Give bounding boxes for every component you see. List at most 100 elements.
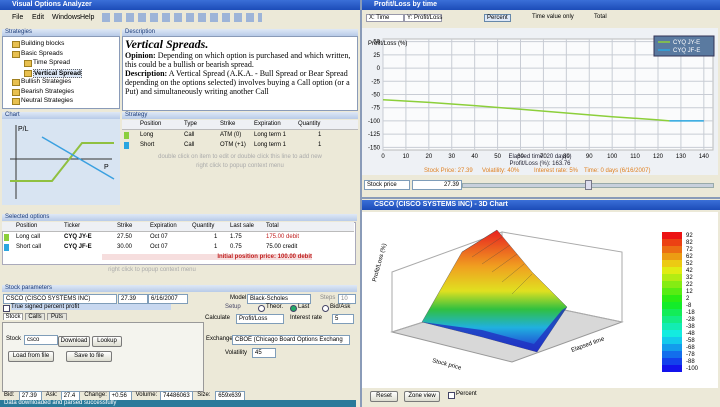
y-tick-label: 0	[377, 66, 381, 72]
button[interactable]: Save to file	[66, 351, 112, 362]
toolbar-button[interactable]: Time value only	[532, 14, 574, 20]
button[interactable]: Reset	[370, 391, 398, 402]
slider-thumb[interactable]	[585, 180, 592, 190]
tree-icon	[24, 69, 32, 77]
stock-parameters: CSCO (CISCO SYSTEMS INC) 27.39 6/16/2007 Mo…	[0, 292, 360, 407]
panel-header: Description	[122, 29, 358, 36]
tree-item[interactable]: Vertical Spread	[33, 68, 82, 78]
calculate[interactable]: Profit/Loss	[236, 314, 284, 324]
x-tick-label: 30	[448, 154, 455, 160]
ticker[interactable]: csco	[24, 335, 58, 345]
tree-icon	[12, 98, 20, 105]
button[interactable]: Zone view	[404, 391, 440, 402]
chart-controls: Reset Zone view Percent	[362, 389, 718, 403]
tab[interactable]: Stock	[3, 313, 23, 320]
quote-label: Change:	[84, 392, 107, 398]
column-header: Type	[184, 121, 198, 127]
chart-bg	[2, 119, 120, 205]
strategy-tree: Building blocks Basic Spreads Time Spread V…	[2, 36, 120, 109]
toolbar-icons[interactable]	[102, 13, 262, 22]
legend-label: CYQ JY-E	[673, 40, 700, 46]
column-header: Expiration	[254, 121, 281, 127]
table-header-bg	[122, 120, 358, 130]
tree-item[interactable]: Time Spread	[33, 59, 70, 66]
column-header: Strike	[117, 223, 133, 229]
dropdown[interactable]: Stock price	[364, 180, 410, 190]
label: Interest rate	[290, 315, 323, 321]
checkbox[interactable]	[3, 305, 10, 312]
splitter	[362, 197, 720, 199]
column-header: Expiration	[150, 223, 177, 229]
radio[interactable]	[258, 305, 265, 312]
tree-item[interactable]: Basic Spreads	[21, 49, 63, 57]
column-header: Total	[266, 223, 279, 229]
panel-header: Chart	[2, 112, 120, 119]
y-tick-label: 50	[373, 40, 380, 46]
tab[interactable]: Puts	[47, 313, 67, 320]
exchange[interactable]: CBOE (Chicago Board Options Exchang	[232, 335, 350, 345]
text: A Vertical Spread (A.K.A. - Bull Spread …	[125, 69, 350, 96]
dropdown[interactable]: Y: Profit/Loss	[404, 14, 442, 22]
cell: Short	[140, 142, 155, 148]
menu-item[interactable]: Help	[80, 14, 95, 21]
cell: 1	[318, 142, 322, 148]
tree-item[interactable]: Bullish Strategies	[21, 78, 72, 85]
colorbar-cell	[662, 260, 682, 267]
y-tick-label: -100	[368, 119, 381, 125]
x-tick-label: 80	[563, 154, 570, 160]
row-color	[4, 234, 9, 241]
button[interactable]: Download	[58, 336, 90, 347]
y-label: P/L	[18, 126, 29, 133]
label: Exchange	[206, 336, 233, 342]
row-color	[124, 132, 129, 139]
payoff-line	[10, 142, 114, 182]
toolbar-button[interactable]: Percent	[484, 14, 511, 22]
surface-chart: Profit/Loss (%) Stock price Elapsed time…	[362, 212, 718, 388]
volatility: 45	[252, 348, 276, 358]
cell: 27.50	[117, 234, 133, 240]
tree-item[interactable]: Building blocks	[21, 40, 65, 47]
tab[interactable]: Calls	[25, 313, 45, 320]
label: Volatility	[225, 350, 248, 356]
text: Depending on which option is purchased a…	[125, 51, 351, 69]
button[interactable]: Lookup	[92, 336, 122, 347]
colorbar-label: 32	[686, 275, 693, 281]
button[interactable]: Load from file	[8, 351, 54, 362]
tree-icon	[12, 41, 20, 48]
label: Setup	[225, 304, 241, 310]
payoff-chart: P/L P	[2, 119, 120, 205]
colorbar-cell	[662, 358, 682, 365]
menu-item[interactable]: Edit	[32, 14, 45, 21]
model[interactable]: Black-Scholes	[247, 294, 311, 304]
toolbar-button[interactable]: Total	[594, 14, 607, 20]
colorbar-label: 52	[686, 261, 693, 267]
colorbar-label: 82	[686, 240, 693, 246]
quote-label: Size:	[197, 392, 211, 398]
cell: Call	[184, 142, 195, 148]
cell: Long	[140, 132, 154, 138]
tree-icon	[12, 88, 20, 96]
colorbar-cell	[662, 316, 682, 323]
price-field[interactable]: 27.39	[412, 180, 462, 190]
cell: Call	[184, 132, 195, 138]
description-box: Vertical Spreads. Opinion: Depending on …	[122, 36, 358, 111]
panel-header: Stock parameters	[2, 285, 357, 292]
label: Opinion:	[125, 51, 156, 60]
colorbar-cell	[662, 295, 682, 302]
column-header: Position	[16, 223, 38, 229]
radio[interactable]	[290, 305, 297, 312]
radio[interactable]	[322, 305, 329, 312]
hint: right click to popup context menu	[108, 267, 196, 273]
colorbar-cell	[662, 246, 682, 253]
cell: 175.00 debit	[266, 234, 300, 240]
dropdown[interactable]: X: Time	[366, 14, 404, 22]
menu-item[interactable]: File	[12, 14, 24, 21]
price: 27.39	[118, 294, 148, 304]
menu-bar: File Edit Windows Help	[0, 12, 360, 24]
colorbar-label: -8	[686, 303, 692, 309]
checkbox[interactable]	[448, 392, 455, 399]
menu-item[interactable]: Windows	[52, 14, 81, 21]
colorbar-label: -58	[686, 338, 695, 344]
tree-item[interactable]: Neutral Strategies	[21, 97, 74, 104]
tree-item[interactable]: Bearish Strategies	[21, 87, 75, 95]
